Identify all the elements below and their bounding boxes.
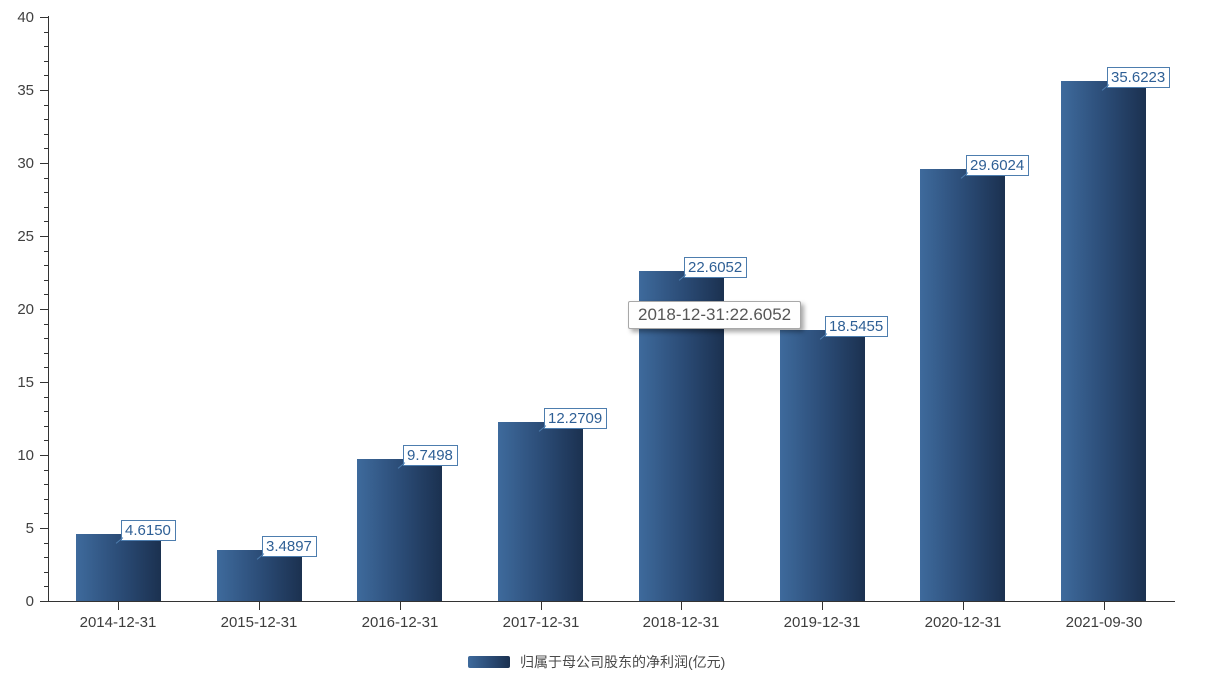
y-minor-tick [44, 221, 48, 222]
y-tick-label: 10 [17, 447, 34, 464]
value-label: 22.6052 [678, 257, 748, 281]
y-minor-tick [44, 32, 48, 33]
y-minor-tick [44, 543, 48, 544]
y-axis-line [48, 16, 49, 602]
x-tick [1104, 602, 1105, 610]
x-tick-label: 2015-12-31 [220, 614, 298, 631]
y-minor-tick [44, 265, 48, 266]
value-label: 18.5455 [819, 316, 889, 340]
y-minor-tick [44, 440, 48, 441]
y-minor-tick [44, 251, 48, 252]
y-major-tick [40, 455, 48, 456]
y-minor-tick [44, 397, 48, 398]
y-minor-tick [44, 338, 48, 339]
y-minor-tick [44, 426, 48, 427]
x-tick [963, 602, 964, 610]
bar-2020-12-31[interactable] [920, 169, 1005, 601]
y-minor-tick [44, 207, 48, 208]
x-tick-label: 2019-12-31 [783, 614, 861, 631]
y-minor-tick [44, 148, 48, 149]
value-label: 35.6223 [1101, 67, 1171, 91]
y-major-tick [40, 236, 48, 237]
y-minor-tick [44, 61, 48, 62]
x-tick-label: 2020-12-31 [924, 614, 1002, 631]
legend-label[interactable]: 归属于母公司股东的净利润(亿元) [520, 654, 726, 670]
tooltip: 2018-12-31:22.6052 [628, 301, 802, 329]
y-minor-tick [44, 105, 48, 106]
x-tick-label: 2018-12-31 [642, 614, 720, 631]
y-minor-tick [44, 192, 48, 193]
x-tick [400, 602, 401, 610]
legend-swatch[interactable] [468, 656, 510, 668]
x-tick-label: 2016-12-31 [361, 614, 439, 631]
x-tick [259, 602, 260, 610]
x-tick [118, 602, 119, 610]
y-minor-tick [44, 499, 48, 500]
bar-2021-09-30[interactable] [1061, 81, 1146, 601]
y-minor-tick [44, 557, 48, 558]
y-tick-label: 35 [17, 82, 34, 99]
y-major-tick [40, 382, 48, 383]
value-label: 29.6024 [960, 155, 1030, 179]
bar-2014-12-31[interactable] [76, 534, 161, 601]
x-tick-label: 2021-09-30 [1065, 614, 1143, 631]
x-tick [681, 602, 682, 610]
y-minor-tick [44, 75, 48, 76]
y-minor-tick [44, 294, 48, 295]
y-tick-label: 30 [17, 155, 34, 172]
y-minor-tick [44, 586, 48, 587]
y-minor-tick [44, 470, 48, 471]
y-tick-label: 40 [17, 9, 34, 26]
y-tick-label: 25 [17, 228, 34, 245]
y-major-tick [40, 601, 48, 602]
value-label: 9.7498 [397, 445, 458, 469]
x-tick-label: 2017-12-31 [502, 614, 580, 631]
value-label: 3.4897 [256, 536, 317, 560]
y-tick-label: 0 [25, 593, 34, 610]
y-minor-tick [44, 572, 48, 573]
y-major-tick [40, 163, 48, 164]
y-minor-tick [44, 46, 48, 47]
y-minor-tick [44, 513, 48, 514]
y-tick-label: 5 [25, 520, 34, 537]
tooltip-text: 2018-12-31:22.6052 [638, 305, 792, 324]
bar-2016-12-31[interactable] [357, 459, 442, 601]
legend-item[interactable]: 归属于母公司股东的净利润(亿元) [468, 652, 725, 672]
y-minor-tick [44, 280, 48, 281]
y-minor-tick [44, 178, 48, 179]
y-major-tick [40, 90, 48, 91]
y-major-tick [40, 17, 48, 18]
y-major-tick [40, 528, 48, 529]
y-tick-label: 20 [17, 301, 34, 318]
y-minor-tick [44, 119, 48, 120]
value-label: 12.2709 [538, 408, 608, 432]
y-minor-tick [44, 353, 48, 354]
x-tick-label: 2014-12-31 [79, 614, 157, 631]
y-tick-label: 15 [17, 374, 34, 391]
y-minor-tick [44, 484, 48, 485]
x-tick [822, 602, 823, 610]
y-minor-tick [44, 134, 48, 135]
bar-2019-12-31[interactable] [780, 330, 865, 601]
y-major-tick [40, 309, 48, 310]
x-tick [541, 602, 542, 610]
bar-2015-12-31[interactable] [217, 550, 302, 601]
y-minor-tick [44, 367, 48, 368]
y-minor-tick [44, 411, 48, 412]
y-minor-tick [44, 324, 48, 325]
x-axis-line [48, 601, 1175, 602]
value-label: 4.6150 [115, 520, 176, 544]
bar-2017-12-31[interactable] [498, 422, 583, 601]
